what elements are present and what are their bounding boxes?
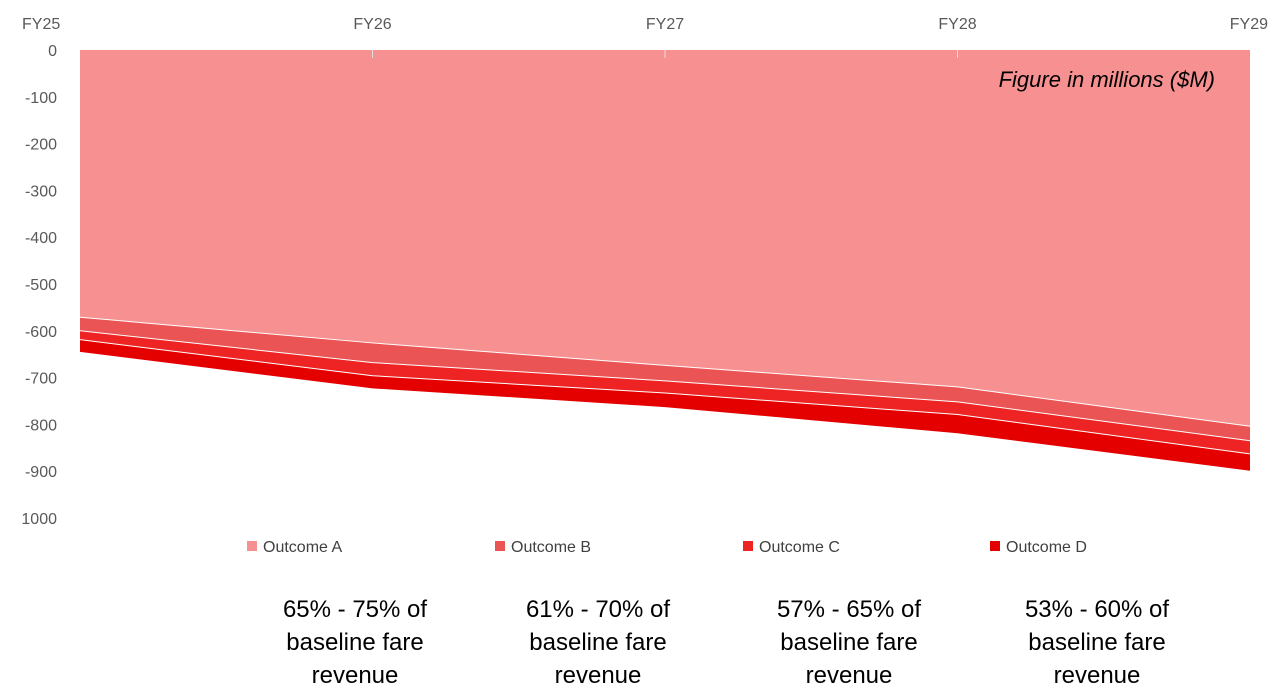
area-outcome-b bbox=[80, 317, 1250, 442]
y-tick-label: -400 bbox=[25, 230, 57, 247]
legend-label: Outcome A bbox=[263, 539, 342, 556]
legend-swatch bbox=[990, 541, 1000, 551]
x-tick-fy29: FY29 bbox=[1230, 16, 1268, 33]
stacked-area-chart: FY25 FY26 FY27 FY28 FY29 0 -100 -200 -300 -400 -50… bbox=[21, 16, 1268, 556]
area-outcome-a bbox=[80, 50, 1250, 427]
y-tick-label: -500 bbox=[25, 277, 57, 294]
legend-swatch bbox=[743, 541, 753, 551]
legend-swatch bbox=[495, 541, 505, 551]
y-tick-label: 0 bbox=[48, 43, 57, 60]
legend-label: Outcome B bbox=[511, 539, 591, 556]
y-tick-label: -200 bbox=[25, 137, 57, 154]
legend-swatch bbox=[247, 541, 257, 551]
units-annotation: Figure in millions ($M) bbox=[999, 67, 1215, 92]
y-tick-label: -300 bbox=[25, 183, 57, 200]
x-tick-fy25: FY25 bbox=[22, 16, 60, 33]
y-tick-label: 1000 bbox=[21, 511, 57, 528]
y-tick-label: -900 bbox=[25, 464, 57, 481]
caption-outcome-a: 65% - 75% of baseline fare revenue bbox=[282, 596, 428, 689]
legend-label: Outcome D bbox=[1006, 539, 1087, 556]
x-tick-fy28: FY28 bbox=[938, 16, 976, 33]
caption-outcome-d: 53% - 60% of baseline fare revenue bbox=[1024, 596, 1170, 689]
revenue-captions: 65% - 75% of baseline fare revenue 61% -… bbox=[0, 593, 1273, 698]
y-tick-label: -100 bbox=[25, 90, 57, 107]
x-tick-fy27: FY27 bbox=[646, 16, 684, 33]
tick-labels-group: FY25 FY26 FY27 FY28 FY29 0 -100 -200 -300 -400 -50… bbox=[21, 16, 1268, 528]
area-outcome-d bbox=[80, 340, 1250, 471]
y-tick-label: -800 bbox=[25, 417, 57, 434]
area-series-group bbox=[79, 50, 1251, 471]
y-tick-label: -600 bbox=[25, 324, 57, 341]
legend: Outcome A Outcome B Outcome C Outcome D bbox=[247, 539, 1087, 556]
legend-label: Outcome C bbox=[759, 539, 840, 556]
x-tick-fy26: FY26 bbox=[353, 16, 391, 33]
caption-outcome-c: 57% - 65% of baseline fare revenue bbox=[776, 596, 922, 689]
y-tick-label: -700 bbox=[25, 371, 57, 388]
caption-outcome-b: 61% - 70% of baseline fare revenue bbox=[525, 596, 671, 689]
